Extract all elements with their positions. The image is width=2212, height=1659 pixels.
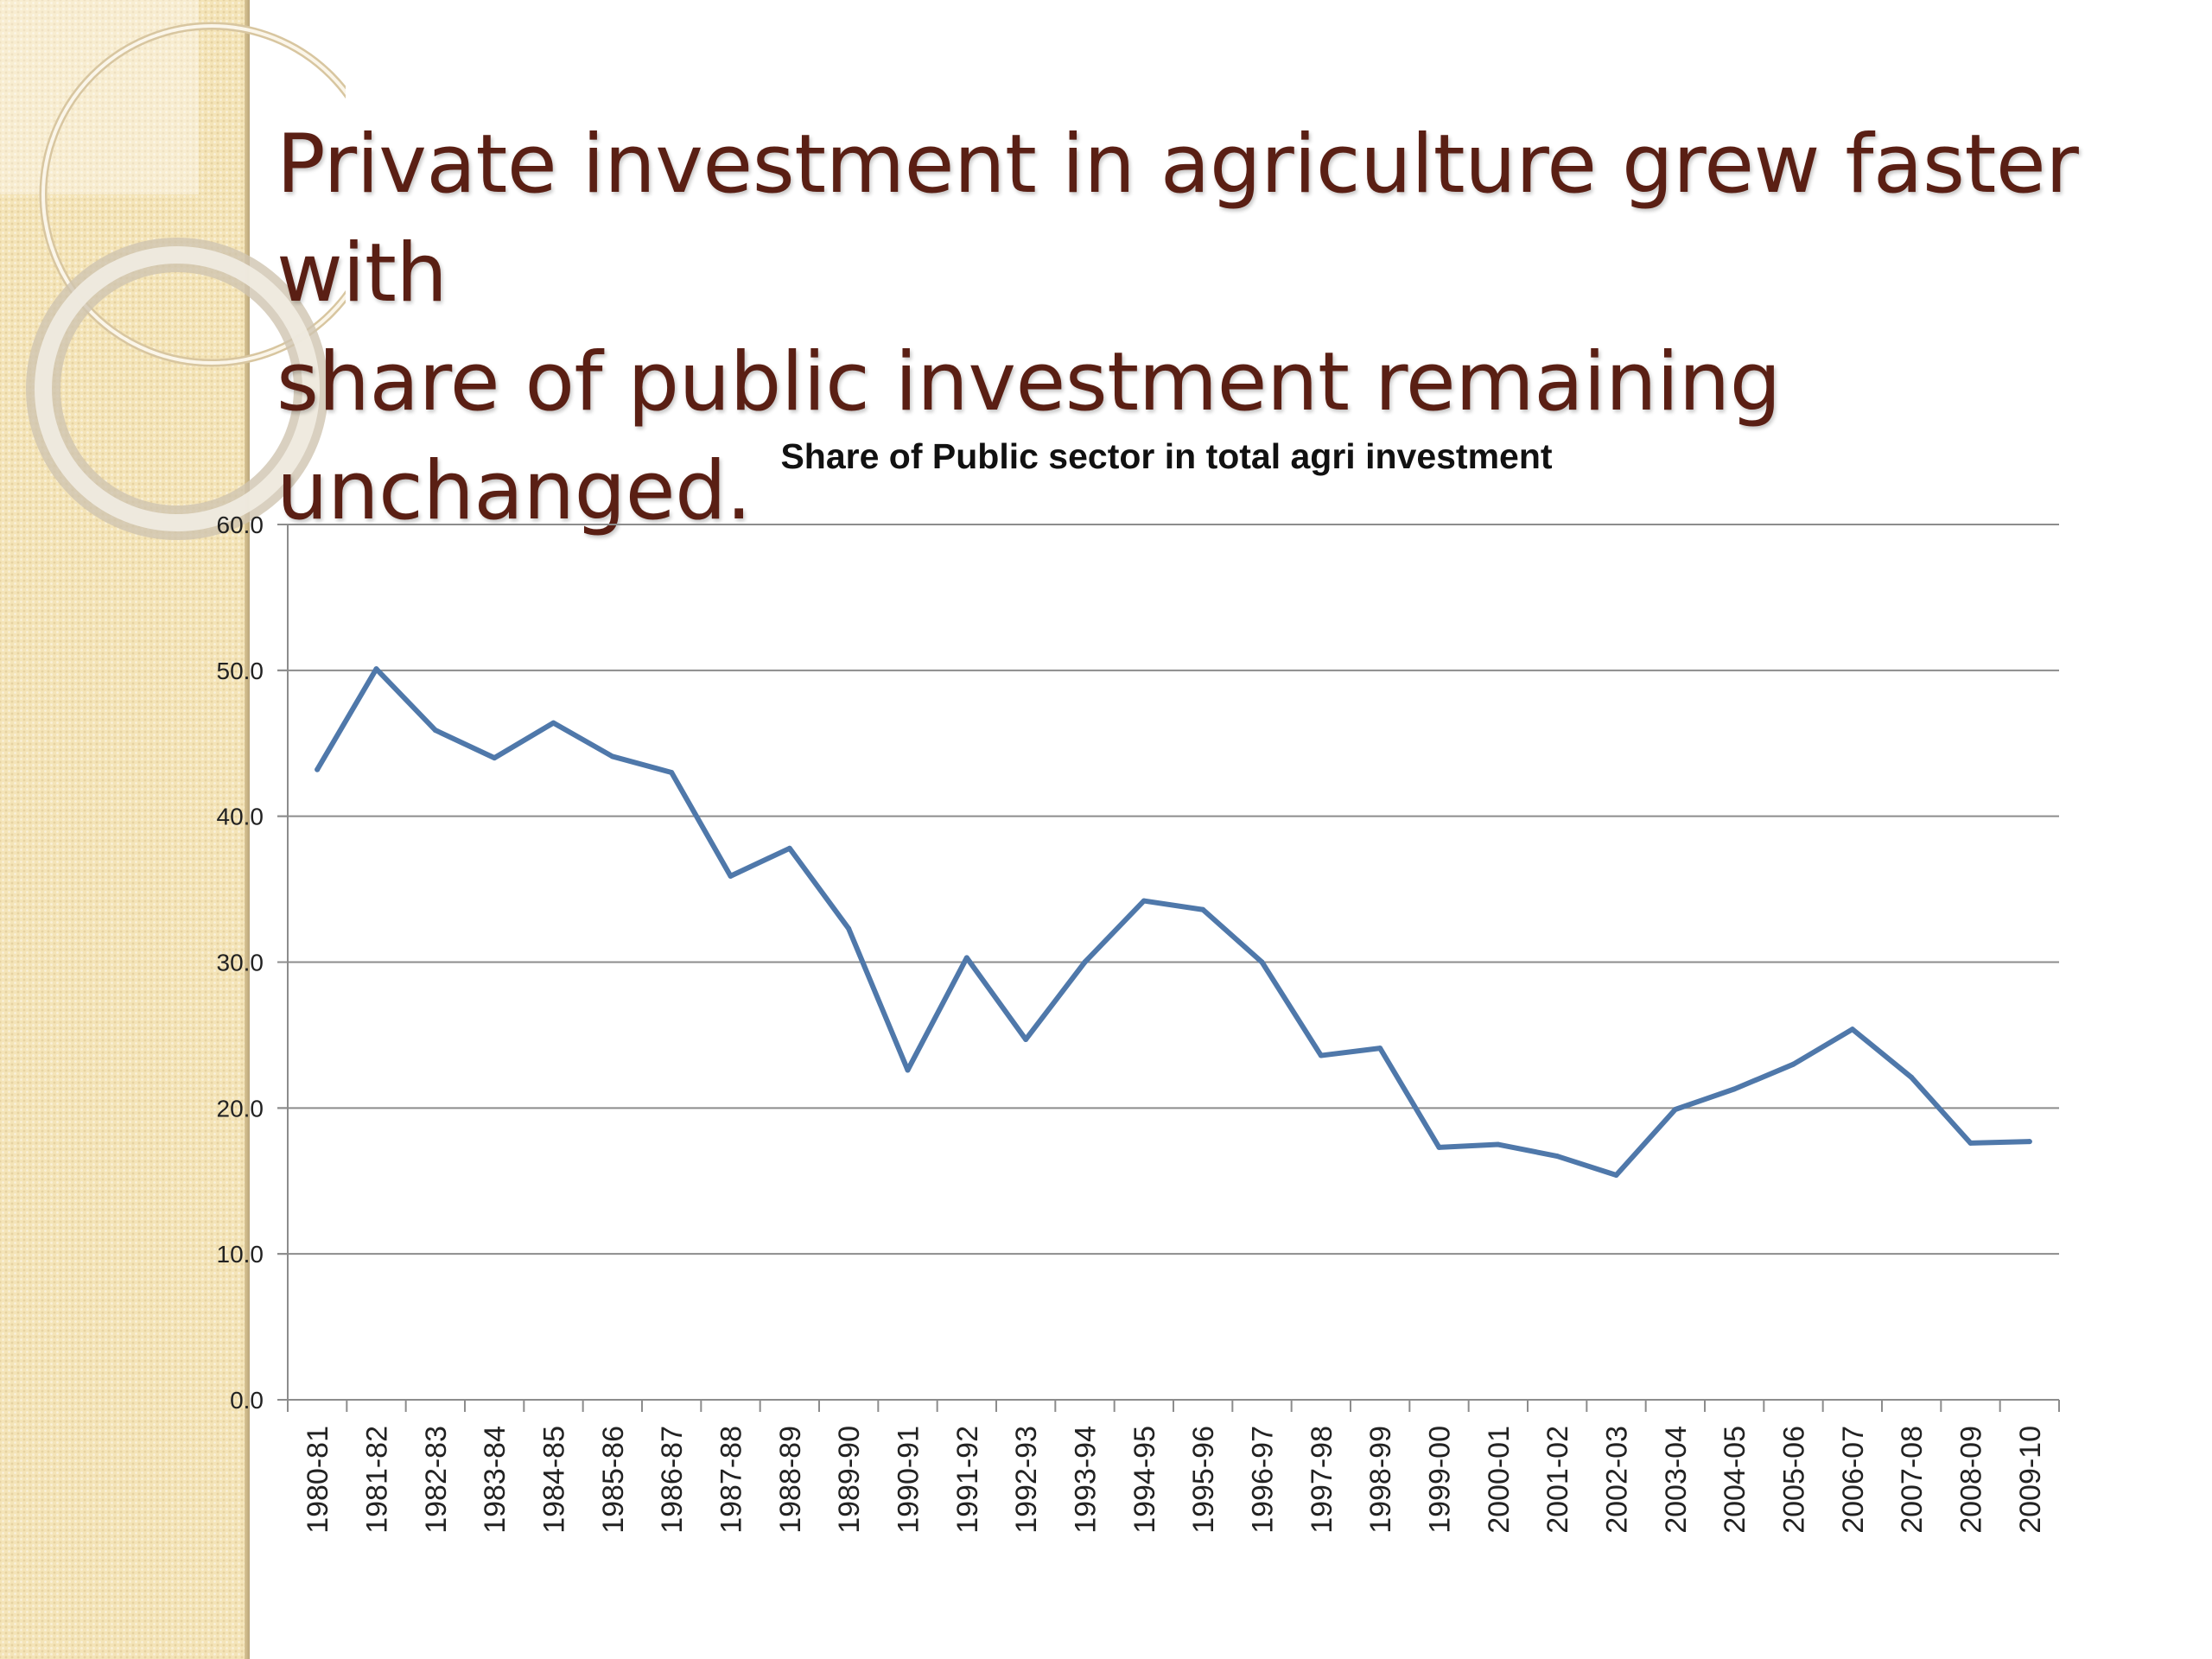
x-tick-label: 2009-10 <box>2014 1426 2047 1534</box>
x-tick-label: 1989-90 <box>833 1426 866 1534</box>
data-point <box>1967 1140 1974 1146</box>
sidebar-edge <box>245 0 250 1659</box>
x-tick-label: 1999-00 <box>1424 1426 1457 1534</box>
data-point <box>1141 898 1147 904</box>
x-tick-label: 1997-98 <box>1306 1426 1338 1534</box>
x-tick-label: 1994-95 <box>1128 1426 1161 1534</box>
data-point <box>1200 906 1206 912</box>
slide-title: Private investment in agriculture grew f… <box>276 111 2134 546</box>
data-point <box>1909 1074 1915 1080</box>
data-point <box>1318 1052 1324 1058</box>
gridlines <box>277 524 2059 1255</box>
data-point <box>550 720 556 726</box>
data-point <box>1849 1027 1855 1033</box>
x-tick-label: 2006-07 <box>1837 1426 1870 1534</box>
x-tick-label: 1987-88 <box>715 1426 748 1534</box>
data-point <box>1495 1141 1501 1147</box>
data-point <box>1790 1061 1796 1067</box>
x-tick-label: 1984-85 <box>538 1426 571 1534</box>
data-point <box>315 766 321 772</box>
data-point <box>432 728 438 734</box>
data-point <box>905 1067 911 1073</box>
y-tick-label: 40.0 <box>217 804 264 830</box>
x-tick-label: 2008-09 <box>1955 1426 1988 1534</box>
y-tick-label: 0.0 <box>230 1387 264 1414</box>
data-point <box>1554 1154 1560 1160</box>
y-tick-label: 60.0 <box>217 512 264 538</box>
decorative-rings <box>0 0 346 540</box>
data-point <box>1436 1144 1442 1150</box>
data-point <box>846 925 852 931</box>
x-tick-label: 1998-99 <box>1364 1426 1397 1534</box>
y-axis-tick-labels: 0.0 10.0 20.0 30.0 40.0 50.0 60.0 <box>217 512 264 1414</box>
x-tick-label: 2005-06 <box>1778 1426 1811 1534</box>
x-tick-label: 2003-04 <box>1660 1426 1693 1534</box>
data-point <box>728 873 734 879</box>
x-tick-label: 2004-05 <box>1719 1426 1751 1534</box>
data-point <box>963 955 969 961</box>
data-point <box>492 755 498 761</box>
x-tick-label: 1981-82 <box>361 1426 394 1534</box>
data-point <box>373 666 379 672</box>
series-line <box>315 666 2032 1178</box>
x-tick-label: 1985-86 <box>597 1426 630 1534</box>
chart-title: Share of Public sector in total agri inv… <box>780 436 1553 476</box>
data-point <box>1732 1086 1738 1092</box>
data-point <box>609 753 615 760</box>
slide-title-line-1: Private investment in agriculture grew f… <box>276 118 2079 321</box>
data-point <box>1377 1046 1383 1052</box>
y-tick-label: 20.0 <box>217 1095 264 1122</box>
x-tick-label: 2001-02 <box>1541 1426 1574 1534</box>
x-tick-label: 1996-97 <box>1247 1426 1280 1534</box>
data-point <box>1259 959 1265 965</box>
x-tick-label: 1980-81 <box>302 1426 334 1534</box>
x-tick-label: 1995-96 <box>1187 1426 1220 1534</box>
data-point <box>1613 1172 1619 1178</box>
x-axis-tick-labels: 1980-81 1981-82 1982-83 1983-84 1984-85 1985-… <box>302 1426 2047 1534</box>
data-point <box>1023 1036 1029 1042</box>
data-point <box>786 845 792 851</box>
data-point <box>1672 1107 1678 1113</box>
axes <box>277 524 2060 1412</box>
x-tick-label: 1982-83 <box>420 1426 453 1534</box>
x-tick-label: 2002-03 <box>1601 1426 1634 1534</box>
x-tick-label: 2007-08 <box>1896 1426 1929 1534</box>
data-point <box>2026 1139 2032 1145</box>
x-tick-label: 1990-91 <box>893 1426 925 1534</box>
data-point <box>669 770 675 776</box>
x-tick-label: 2000-01 <box>1483 1426 1516 1534</box>
x-tick-label: 1983-84 <box>479 1426 512 1534</box>
y-tick-label: 10.0 <box>217 1241 264 1268</box>
x-tick-label: 1988-89 <box>774 1426 807 1534</box>
slide-title-line-2: share of public investment remaining unc… <box>276 335 1781 538</box>
x-tick-label: 1991-92 <box>951 1426 984 1534</box>
x-tick-label: 1986-87 <box>656 1426 689 1534</box>
data-point <box>1082 959 1088 965</box>
series <box>315 666 2032 1178</box>
y-tick-label: 30.0 <box>217 950 264 976</box>
decorative-ring-inner-highlight <box>35 246 320 531</box>
x-tick-label: 1993-94 <box>1070 1426 1103 1534</box>
decorative-ring-outer-highlight <box>41 24 346 365</box>
x-tick-label: 1992-93 <box>1010 1426 1043 1534</box>
y-tick-label: 50.0 <box>217 658 264 684</box>
